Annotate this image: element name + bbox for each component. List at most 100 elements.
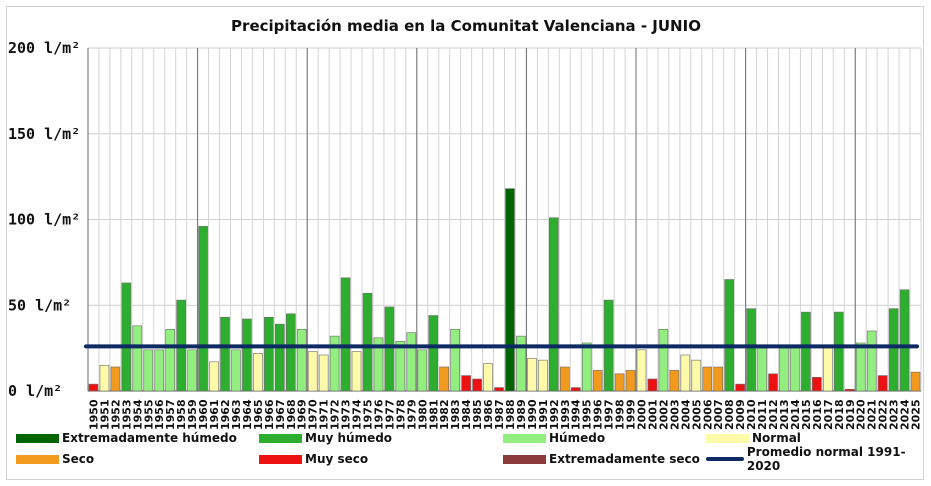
y-tick-label: 200 l/m² <box>8 39 80 57</box>
bar-2001 <box>647 378 658 392</box>
y-tick-label: 150 l/m² <box>8 125 80 143</box>
bar-1966 <box>264 316 274 392</box>
bar-1975 <box>362 292 373 392</box>
x-tick-label: 2022 <box>877 399 890 430</box>
x-tick-label: 2001 <box>646 399 659 430</box>
bar-1987 <box>494 387 504 392</box>
legend-swatch <box>16 454 59 464</box>
x-tick-label: 2019 <box>844 399 857 430</box>
legend-item-es: Extremadamente seco <box>503 451 700 467</box>
x-tick-label: 1998 <box>614 399 627 430</box>
x-tick-label: 1999 <box>625 399 638 430</box>
x-tick-label: 1992 <box>548 399 561 430</box>
bar-1976 <box>373 337 384 392</box>
bar-1986 <box>483 363 493 392</box>
x-tick-label: 1981 <box>427 399 440 430</box>
bar-1950 <box>88 383 99 392</box>
x-tick-label: 1950 <box>87 399 100 430</box>
legend-swatch <box>259 454 302 464</box>
x-tick-label: 1982 <box>438 399 451 430</box>
bar-1959 <box>187 349 197 392</box>
x-tick-label: 1959 <box>186 399 199 430</box>
x-tick-label: 2007 <box>712 399 725 430</box>
bar-1991 <box>538 359 548 392</box>
bar-2017 <box>823 347 833 392</box>
x-tick-label: 2010 <box>745 399 758 430</box>
x-tick-label: 1991 <box>537 399 550 430</box>
bars <box>88 188 921 392</box>
x-tick-label: 1983 <box>449 399 462 430</box>
x-tick-label: 1964 <box>241 399 254 430</box>
x-tick-label: 1976 <box>372 399 385 430</box>
x-tick-label: 1984 <box>460 399 473 430</box>
legend-item-mh: Muy húmedo <box>259 430 392 446</box>
bar-1954 <box>132 325 143 392</box>
x-tick-label: 1956 <box>153 399 166 430</box>
x-tick-label: 2021 <box>866 399 879 430</box>
bar-2007 <box>713 366 724 392</box>
x-tick-label: 2023 <box>888 399 901 430</box>
bar-1964 <box>242 318 252 392</box>
bar-1982 <box>439 366 450 392</box>
x-tick-label: 1997 <box>603 399 616 430</box>
bar-1970 <box>307 351 318 392</box>
bar-1988 <box>505 188 515 392</box>
x-tick-label: 1967 <box>274 399 287 430</box>
x-tick-label: 1952 <box>109 399 122 430</box>
x-tick-label: 1974 <box>351 399 364 430</box>
bar-1955 <box>143 349 154 392</box>
x-tick-label: 1975 <box>361 399 374 430</box>
legend-label: Extremadamente seco <box>549 452 700 466</box>
bar-1971 <box>318 354 329 392</box>
x-tick-label: 2003 <box>668 399 681 430</box>
y-tick-label: 100 l/m² <box>8 211 80 229</box>
x-tick-label: 1955 <box>142 399 155 430</box>
bar-2018 <box>834 311 844 392</box>
bar-2011 <box>757 347 767 392</box>
y-axis-ticks: 0 l/m² 50 l/m² 100 l/m² 150 l/m² 200 l/m² <box>8 39 80 400</box>
x-tick-label: 1954 <box>131 399 144 430</box>
x-tick-label: 2012 <box>767 399 780 430</box>
x-tick-label: 1966 <box>263 399 276 430</box>
grid <box>87 47 922 392</box>
bar-2020 <box>855 342 866 392</box>
bar-1996 <box>592 370 603 392</box>
x-tick-label: 2002 <box>657 399 670 430</box>
bar-2000 <box>636 349 647 392</box>
legend-swatch <box>16 433 59 443</box>
bar-1960 <box>198 226 208 392</box>
x-tick-label: 1970 <box>307 399 320 430</box>
x-tick-label: 1988 <box>504 399 517 430</box>
legend-label: Normal <box>752 431 801 445</box>
legend: Extremadamente húmedo Muy húmedo Húmedo Nor… <box>16 430 916 476</box>
bar-2014 <box>790 347 800 392</box>
bar-1957 <box>165 328 175 392</box>
bar-1974 <box>351 351 362 392</box>
bar-1951 <box>99 364 110 392</box>
bar-1953 <box>121 282 132 392</box>
bar-1956 <box>154 349 165 392</box>
x-tick-label: 1958 <box>175 399 188 430</box>
legend-item-s: Seco <box>16 451 94 467</box>
bar-2016 <box>812 376 822 392</box>
x-tick-label: 1962 <box>219 399 232 430</box>
x-tick-label: 2009 <box>734 399 747 430</box>
x-tick-label: 2017 <box>822 399 835 430</box>
legend-label: Promedio normal 1991-2020 <box>746 445 906 473</box>
x-tick-label: 1953 <box>120 399 133 430</box>
x-tick-label: 1979 <box>405 399 418 430</box>
bar-1994 <box>570 387 581 392</box>
x-tick-label: 2014 <box>789 399 802 430</box>
legend-item-eh: Extremadamente húmedo <box>16 430 237 446</box>
x-tick-label: 2024 <box>899 399 912 430</box>
bar-2015 <box>801 311 811 392</box>
bar-1998 <box>614 373 625 392</box>
x-tick-label: 1996 <box>592 399 605 430</box>
bar-1969 <box>296 328 307 392</box>
bar-2002 <box>658 328 669 392</box>
bar-2004 <box>680 354 691 392</box>
bar-2005 <box>691 359 702 392</box>
x-tick-label: 1971 <box>318 399 331 430</box>
x-axis-ticks: 1950195119521953195419551956195719581959… <box>87 399 922 430</box>
bar-2019 <box>844 388 855 392</box>
